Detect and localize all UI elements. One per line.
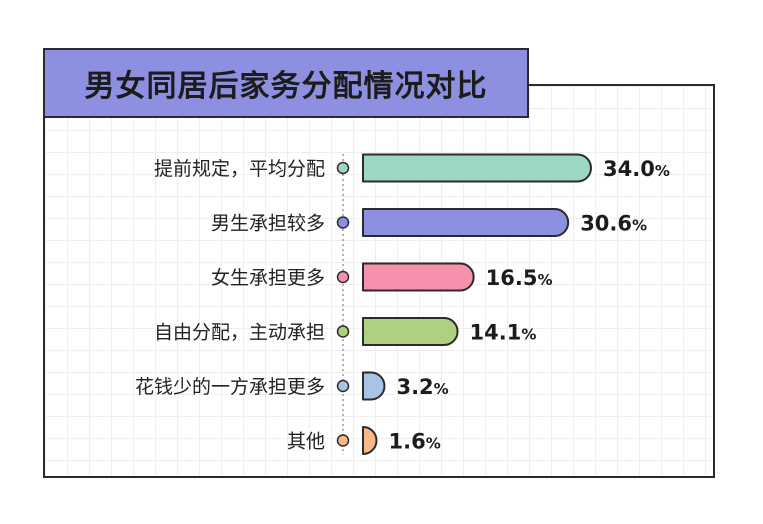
value-unit: %: [521, 326, 536, 344]
category-label: 自由分配，主动承担: [154, 322, 325, 344]
value-label: 3.2%: [396, 375, 448, 399]
value-label: 16.5%: [486, 266, 553, 290]
value-label: 30.6%: [580, 212, 647, 236]
value-number: 16.5: [486, 266, 538, 290]
bar: [362, 371, 386, 401]
bar: [362, 262, 475, 292]
axis-marker: [336, 216, 350, 229]
value-unit: %: [632, 217, 647, 235]
value-unit: %: [426, 435, 441, 453]
value-number: 1.6: [389, 430, 426, 454]
title-banner: 男女同居后家务分配情况对比: [43, 48, 529, 118]
category-label: 花钱少的一方承担更多: [135, 376, 325, 398]
category-label: 男生承担较多: [211, 213, 325, 235]
value-label: 34.0%: [603, 157, 670, 181]
axis-marker: [336, 270, 350, 284]
value-unit: %: [434, 380, 449, 398]
category-label: 提前规定，平均分配: [154, 158, 325, 180]
category-label: 其他: [287, 431, 325, 453]
axis-marker: [336, 434, 350, 447]
bar: [362, 208, 570, 237]
value-number: 14.1: [470, 321, 522, 345]
value-number: 3.2: [396, 375, 433, 399]
axis-marker: [336, 379, 350, 393]
value-label: 1.6%: [389, 430, 441, 454]
axis-marker: [336, 325, 350, 338]
value-number: 30.6: [580, 212, 632, 236]
value-unit: %: [655, 162, 670, 180]
value-number: 34.0: [603, 157, 655, 181]
chart-title: 男女同居后家务分配情况对比: [84, 69, 488, 104]
bar: [362, 153, 592, 183]
axis-marker: [336, 161, 350, 175]
category-label: 女生承担更多: [211, 267, 325, 289]
value-label: 14.1%: [470, 321, 537, 345]
bar: [362, 317, 459, 346]
bar: [362, 426, 378, 455]
value-unit: %: [537, 271, 552, 289]
